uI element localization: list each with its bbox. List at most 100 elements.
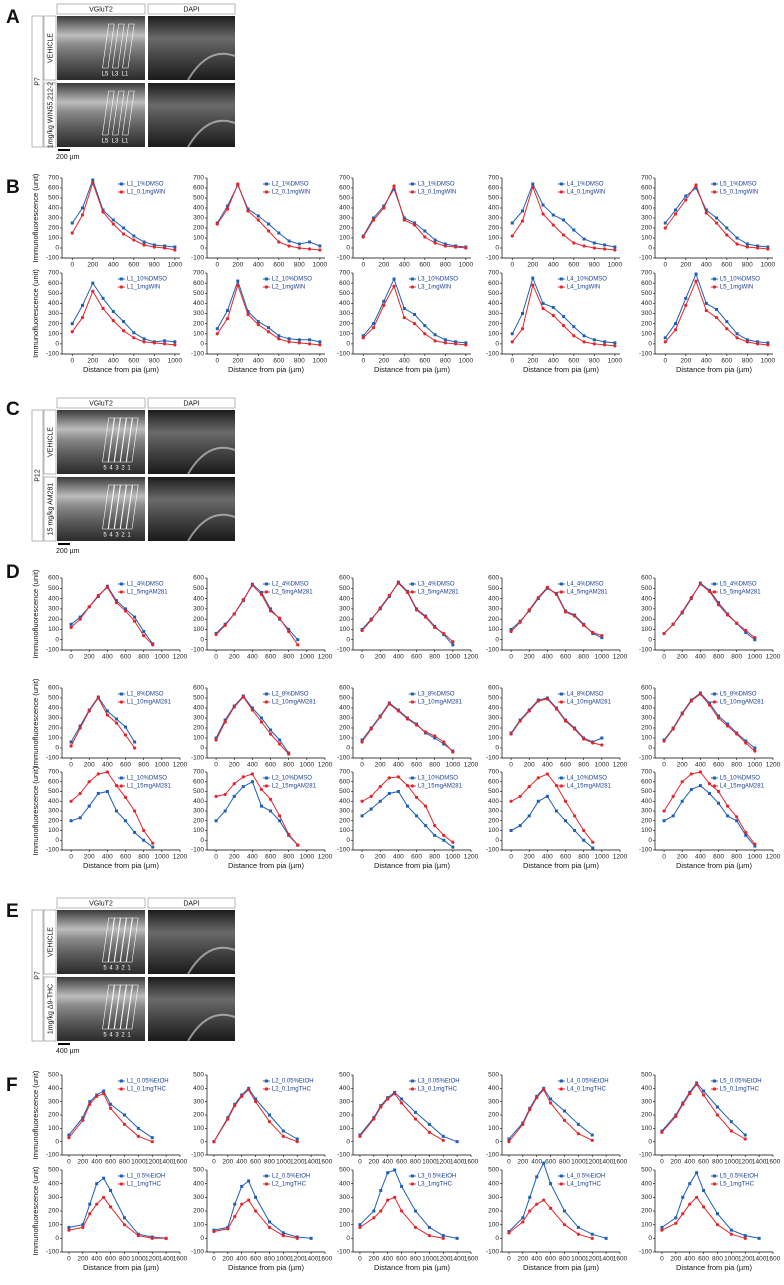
layer-label: 5 (103, 1033, 107, 1039)
data-point (549, 1097, 553, 1101)
x-tick-label: 400 (382, 1159, 393, 1166)
legend-label: L5_4%DMSO (720, 582, 757, 588)
dapi-image (148, 477, 235, 541)
data-point (95, 1094, 99, 1098)
legend-marker (119, 277, 123, 281)
row-label: 1mg/kg WIN55,212-2 (47, 82, 54, 148)
data-point (268, 609, 273, 613)
y-tick-label: 400 (641, 595, 652, 602)
data-point (80, 315, 85, 320)
x-tick-label: 1000 (300, 854, 315, 861)
x-tick-label: 600 (105, 1159, 116, 1166)
y-tick-label: 100 (48, 1125, 59, 1132)
y-tick-label: 200 (488, 725, 499, 732)
data-point (520, 327, 525, 331)
y-tick-label: 200 (339, 616, 350, 623)
data-point (689, 788, 693, 792)
data-point (684, 303, 688, 307)
legend-marker (410, 700, 414, 704)
x-tick-label: 800 (149, 262, 160, 269)
data-point (371, 326, 376, 330)
y-tick-label: 700 (641, 270, 652, 277)
x-tick-label: 200 (77, 1256, 88, 1263)
legend-label: L3_1mgWIN (418, 285, 451, 291)
x-tick-label: 200 (222, 1159, 233, 1166)
x-tick-label: 200 (84, 762, 95, 769)
x-tick-label: 200 (232, 262, 243, 269)
data-point (281, 1234, 285, 1238)
data-point (423, 332, 427, 336)
x-tick-label: 400 (108, 358, 119, 365)
y-tick-label: 700 (339, 270, 350, 277)
legend-label: L3_0.05%EtOH (418, 1079, 460, 1085)
x-tick-label: 1000 (724, 1256, 739, 1263)
x-tick-label: 1400 (450, 1159, 465, 1166)
data-point (674, 1221, 678, 1225)
data-point (603, 343, 607, 347)
legend-marker (264, 1079, 268, 1083)
x-tick-label: 0 (70, 358, 74, 365)
data-point (267, 222, 271, 226)
data-point (674, 322, 678, 326)
legend-label: L1_0.1mgWIN (127, 190, 165, 196)
legend-marker (119, 692, 123, 696)
layer-label: 4 (109, 466, 113, 472)
legend-label: L5_10%DMSO (720, 277, 760, 283)
data-point (266, 229, 271, 233)
data-point (582, 340, 586, 344)
y-tick-label: 300 (193, 215, 204, 222)
x-tick-label: 200 (375, 654, 386, 661)
data-point (378, 715, 382, 719)
y-tick-label: 400 (193, 300, 204, 307)
data-point (548, 1206, 553, 1210)
x-tick-label: 1400 (159, 1256, 174, 1263)
x-tick-label: 1200 (766, 762, 781, 769)
legend-label: L4_15mgAM281 (720, 784, 765, 790)
y-tick-label: -100 (337, 647, 350, 654)
x-tick-label: 400 (382, 1256, 393, 1263)
y-tick-label: -100 (191, 647, 204, 654)
dapi-image (148, 83, 235, 147)
vglut2-image (57, 910, 145, 974)
legend-marker (712, 1174, 716, 1178)
x-axis-label: Distance from pia (µm) (83, 1263, 160, 1272)
y-tick-label: 600 (48, 685, 59, 692)
data-point (111, 309, 115, 313)
x-tick-label: 800 (589, 262, 600, 269)
x-tick-label: 400 (701, 358, 712, 365)
y-tick-label: 400 (641, 1180, 652, 1187)
legend-marker (559, 692, 563, 696)
data-point (671, 727, 675, 731)
y-tick-label: 0 (200, 1138, 204, 1145)
data-point (451, 750, 455, 754)
x-tick-label: 600 (698, 1159, 709, 1166)
data-point (744, 631, 748, 635)
x-tick-label: 200 (375, 762, 386, 769)
legend-label: L2_0.1mgTHC (272, 1087, 312, 1093)
data-point (766, 341, 770, 345)
x-tick-label: 200 (517, 1159, 528, 1166)
data-point (241, 695, 245, 699)
y-tick-label: 100 (488, 1125, 499, 1132)
data-point (423, 324, 427, 328)
data-point (387, 593, 391, 598)
x-tick-label: 1000 (276, 1159, 291, 1166)
data-point (215, 332, 219, 336)
data-point (603, 340, 607, 344)
x-tick-label: 600 (250, 1159, 261, 1166)
row-label-box (43, 409, 57, 475)
data-point (572, 228, 576, 232)
y-tick-label: 500 (641, 788, 652, 795)
data-point (246, 209, 250, 213)
data-point (392, 277, 396, 281)
vglut2-image (57, 477, 145, 541)
data-point (433, 625, 437, 629)
x-tick-label: 1600 (173, 1256, 188, 1263)
data-point (226, 308, 230, 312)
data-point (295, 1236, 299, 1240)
data-point (91, 181, 95, 185)
y-tick-label: 200 (48, 1112, 59, 1119)
data-point (443, 338, 447, 342)
data-point (554, 592, 559, 597)
